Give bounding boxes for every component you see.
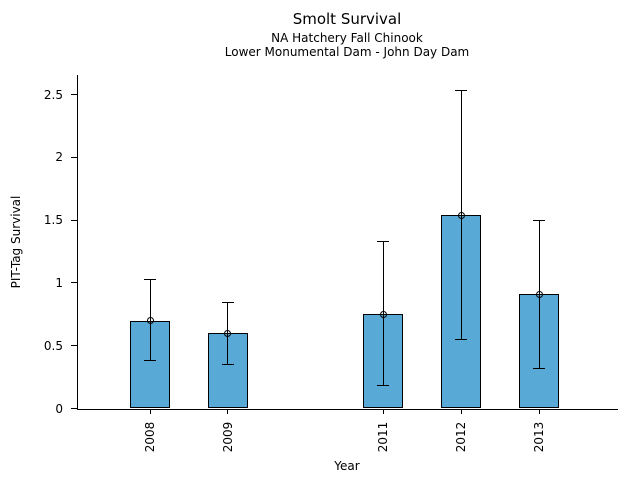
error-cap-bottom-2012 [455, 338, 468, 340]
marker-2012 [457, 211, 465, 219]
x-tick-label-2008: 2008 [143, 421, 157, 453]
y-tick-2.5 [71, 94, 77, 95]
error-cap-bottom-2011 [377, 385, 390, 387]
error-cap-bottom-2008 [144, 360, 156, 362]
marker-2009 [224, 329, 232, 337]
error-cap-top-2013 [533, 219, 545, 221]
y-tick-label-2.5: 2.5 [43, 87, 63, 102]
y-tick-label-0.5: 0.5 [43, 338, 63, 353]
x-axis-label: Year [334, 459, 360, 473]
error-cap-bottom-2009 [221, 364, 234, 366]
x-tick-2012 [460, 409, 462, 414]
error-cap-top-2008 [144, 278, 156, 280]
x-tick-2011 [382, 409, 384, 414]
x-tick-label-2011: 2011 [376, 421, 391, 453]
marker-2008 [146, 317, 154, 325]
x-tick-label-2009: 2009 [220, 421, 235, 453]
error-cap-top-2009 [221, 302, 234, 304]
y-tick-0 [71, 408, 77, 409]
y-tick-label-2: 2 [55, 150, 63, 165]
y-tick-label-1.5: 1.5 [43, 213, 63, 228]
x-tick-2009 [227, 409, 229, 414]
y-tick-label-0: 0 [55, 401, 63, 416]
error-cap-bottom-2013 [533, 367, 545, 369]
y-tick-0.5 [71, 345, 77, 347]
chart-subtitle-line1: NA Hatchery Fall Chinook [271, 31, 423, 45]
marker-2011 [379, 310, 387, 318]
error-cap-top-2012 [455, 90, 468, 92]
y-tick-label-1: 1 [55, 275, 63, 290]
x-tick-2013 [538, 409, 540, 414]
plot-area [77, 75, 618, 410]
x-tick-label-2012: 2012 [454, 421, 469, 453]
chart-title: Smolt Survival [292, 10, 402, 28]
marker-2013 [535, 290, 543, 298]
y-tick-1.5 [71, 219, 77, 221]
y-tick-2 [71, 156, 77, 158]
y-tick-1 [71, 282, 77, 284]
x-tick-2008 [149, 409, 151, 414]
x-tick-label-2013: 2013 [532, 421, 546, 453]
chart-subtitle-line2: Lower Monumental Dam - John Day Dam [224, 45, 470, 59]
error-cap-top-2011 [377, 240, 390, 242]
